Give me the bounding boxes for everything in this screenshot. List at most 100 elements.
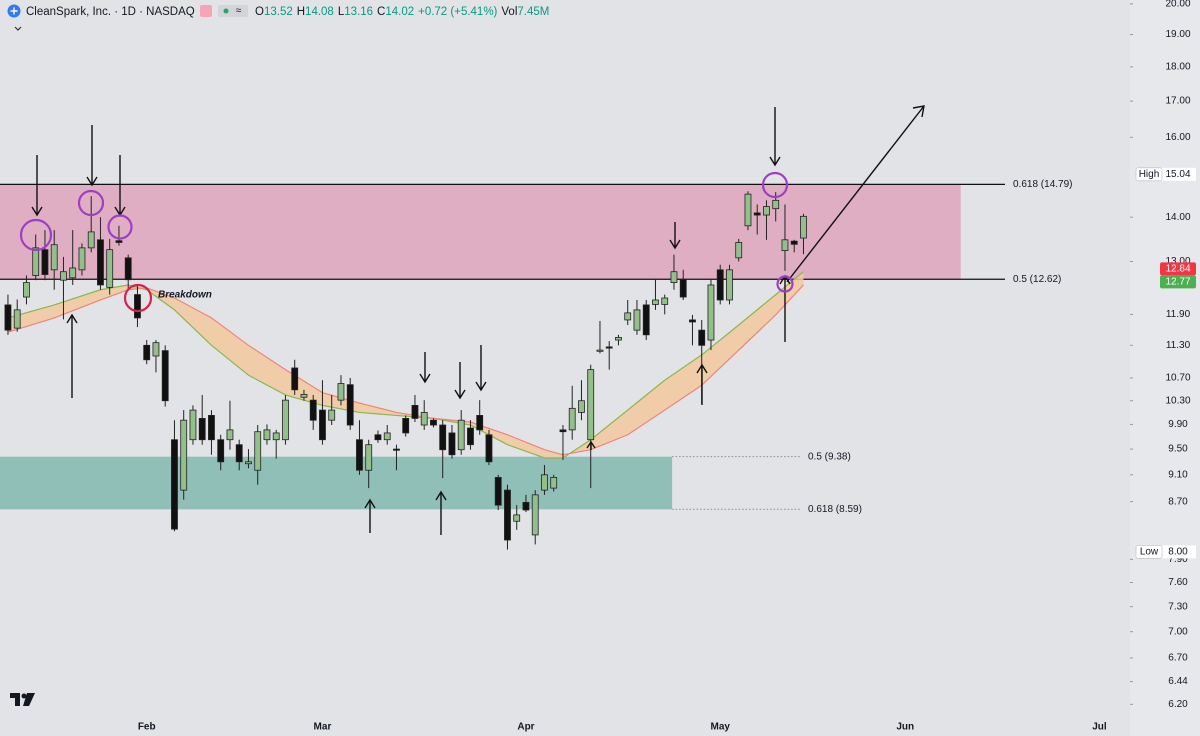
candle-body bbox=[772, 199, 780, 210]
y-tick-label: 6.44 bbox=[1168, 676, 1188, 687]
ohlc-value: 14.08 bbox=[305, 6, 334, 18]
arrow-up bbox=[435, 490, 447, 535]
candle-body bbox=[531, 494, 539, 536]
ohlc: O13.52 H14.08 L13.16 C14.02 +0.72 (+5.41%) Vo… bbox=[255, 6, 549, 18]
y-tick-label: 17.00 bbox=[1165, 96, 1190, 107]
candle-body bbox=[4, 304, 12, 331]
candle-body bbox=[383, 432, 391, 441]
price-marker-label: Low bbox=[1140, 546, 1159, 557]
candle-body bbox=[97, 239, 104, 286]
arrow-down bbox=[454, 362, 466, 400]
price-marker-bg bbox=[1160, 167, 1196, 181]
zones: 0.618 (14.79) 0.5 (12.62) 0.5 (9.38) 0.618 … bbox=[0, 179, 1073, 515]
candle-body bbox=[41, 249, 49, 275]
candle-body bbox=[652, 299, 659, 305]
candle-body bbox=[13, 309, 21, 329]
y-tick-label: 20.00 bbox=[1165, 0, 1190, 10]
y-tick-label: 13.00 bbox=[1165, 256, 1190, 267]
candle-body bbox=[689, 319, 696, 323]
highlight-circle bbox=[776, 275, 794, 293]
ohlc-key: L bbox=[338, 6, 345, 18]
y-tick-label: 7.90 bbox=[1168, 554, 1188, 565]
candle-body bbox=[134, 294, 141, 319]
zone bbox=[0, 184, 961, 280]
candle-body bbox=[605, 346, 613, 349]
arrow-down bbox=[669, 222, 681, 250]
fib-label: 0.5 (9.38) bbox=[808, 451, 851, 462]
candle-body bbox=[800, 215, 807, 239]
candle-body bbox=[291, 367, 299, 391]
candle-body bbox=[670, 271, 678, 283]
y-tick-label: 19.00 bbox=[1165, 29, 1190, 40]
candle-body bbox=[661, 297, 669, 305]
candle-body bbox=[402, 418, 410, 434]
x-tick-label: Jul bbox=[1092, 722, 1107, 733]
status-icons bbox=[218, 5, 248, 17]
breakdown-circle bbox=[123, 283, 153, 313]
candle-body bbox=[457, 419, 465, 451]
price-marker-bg bbox=[1160, 545, 1196, 559]
arrow-down bbox=[769, 107, 781, 167]
candle-body bbox=[485, 434, 493, 463]
status-wave: ≈ bbox=[236, 6, 242, 17]
candle-body bbox=[504, 489, 511, 541]
y-tick-label: 11.30 bbox=[1166, 340, 1191, 351]
logo-part bbox=[10, 693, 20, 706]
candle-body bbox=[32, 247, 40, 276]
tradingview-logo bbox=[10, 693, 35, 706]
candle-body bbox=[716, 269, 724, 301]
candle-body bbox=[448, 432, 456, 456]
y-tick-label: 14.00 bbox=[1165, 212, 1190, 223]
drawings: Breakdown bbox=[19, 105, 925, 535]
y-tick-label: 9.10 bbox=[1168, 469, 1188, 480]
candle-body bbox=[559, 429, 567, 433]
y-tick-label: 6.20 bbox=[1168, 699, 1188, 710]
candle-body bbox=[763, 206, 770, 216]
candle-body bbox=[161, 350, 169, 402]
collapse-chevron[interactable] bbox=[14, 26, 22, 31]
ohlc-key: C bbox=[377, 6, 385, 18]
price-badge-label: 12.77 bbox=[1165, 277, 1190, 288]
candle-body bbox=[726, 269, 733, 301]
highlight-circle bbox=[19, 218, 53, 252]
candle-body bbox=[152, 342, 160, 357]
candle-body bbox=[69, 267, 77, 279]
volume: 7.45M bbox=[517, 6, 549, 18]
candle-body bbox=[346, 384, 354, 426]
y-tick-label: 9.90 bbox=[1168, 419, 1188, 430]
annotation: Breakdown bbox=[158, 290, 212, 301]
candle-body bbox=[578, 400, 585, 413]
candle-body bbox=[282, 399, 289, 441]
candle-body bbox=[467, 427, 474, 446]
candle-body bbox=[735, 242, 743, 259]
price-marker-value: 15.04 bbox=[1165, 169, 1190, 180]
fib-label: 0.618 (8.59) bbox=[808, 504, 862, 515]
flag-icon[interactable] bbox=[200, 5, 212, 17]
candle-body bbox=[254, 431, 262, 471]
price-marker-value: 8.00 bbox=[1168, 546, 1188, 557]
candle-body bbox=[300, 393, 308, 398]
highlight-circle bbox=[761, 171, 789, 199]
arrow-down bbox=[86, 125, 98, 187]
candle-body bbox=[753, 212, 761, 216]
y-tick-label: 10.30 bbox=[1165, 395, 1190, 406]
candle-body bbox=[245, 461, 252, 465]
highlight-circle bbox=[107, 214, 133, 240]
candle-body bbox=[50, 244, 58, 271]
candle-body bbox=[78, 247, 86, 271]
candle-body bbox=[319, 409, 326, 441]
x-tick-label: Jun bbox=[896, 722, 914, 733]
candle-body bbox=[115, 240, 123, 243]
candle-body bbox=[393, 448, 400, 451]
y-tick-label: 18.00 bbox=[1165, 62, 1190, 73]
arrow-down bbox=[475, 345, 487, 392]
y-tick-label: 6.70 bbox=[1168, 653, 1188, 664]
arrow-up bbox=[364, 498, 376, 533]
price-marker-label: High bbox=[1139, 169, 1160, 180]
price-marker-tag bbox=[1135, 545, 1163, 559]
ma-ribbon bbox=[7, 271, 804, 458]
ohlc-value: 14.02 bbox=[385, 6, 414, 18]
candle-body bbox=[568, 407, 576, 431]
